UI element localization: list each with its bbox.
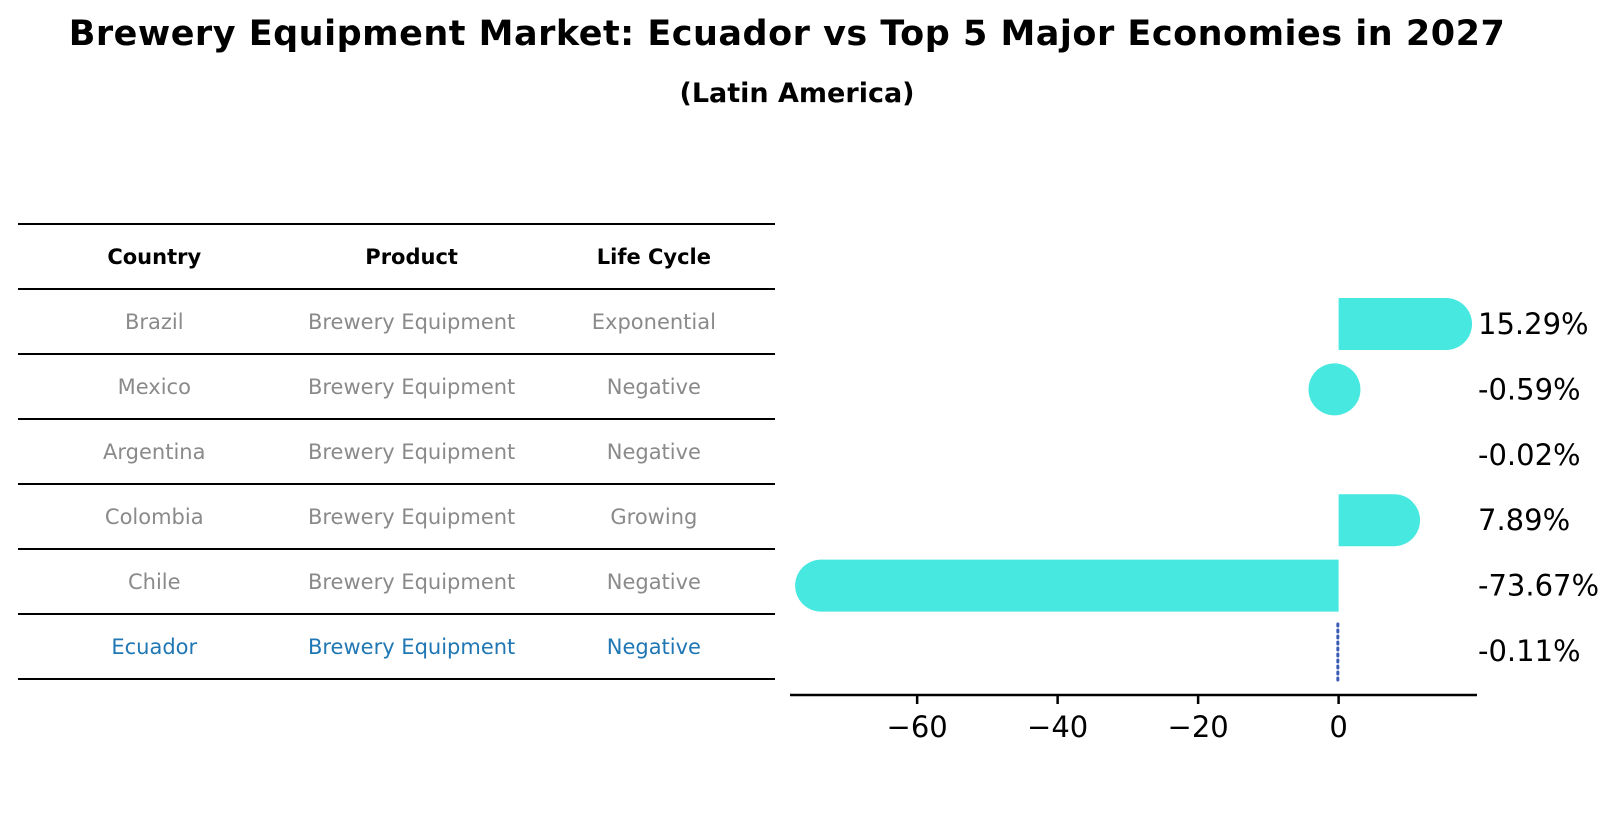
column-header-country: Country: [107, 244, 202, 269]
table-row-brazil: Brazil Brewery Equipment Exponential: [18, 288, 775, 353]
cell-country: Ecuador: [111, 634, 198, 659]
cell-product: Brewery Equipment: [307, 309, 516, 334]
cell-product: Brewery Equipment: [307, 634, 516, 659]
value-label-colombia: 7.89%: [1478, 503, 1570, 537]
column-header-product: Product: [365, 244, 458, 269]
bar-colombia: [1338, 494, 1421, 547]
cell-life-cycle: Negative: [606, 374, 701, 399]
cell-product: Brewery Equipment: [307, 439, 516, 464]
cell-country: Chile: [127, 569, 181, 594]
value-label-argentina: -0.02%: [1478, 438, 1581, 472]
cell-life-cycle: Negative: [606, 634, 701, 659]
chart-title: Brewery Equipment Market: Ecuador vs Top…: [68, 14, 1506, 54]
value-label-chile: -73.67%: [1478, 569, 1599, 603]
column-header-life-cycle: Life Cycle: [596, 244, 711, 269]
cell-life-cycle: Negative: [606, 569, 701, 594]
cell-life-cycle: Negative: [606, 439, 701, 464]
table-header-row: Country Product Life Cycle: [18, 223, 775, 288]
value-label-mexico: -0.59%: [1478, 372, 1581, 406]
bar-brazil: [1338, 298, 1473, 350]
cell-country: Brazil: [124, 309, 184, 334]
value-label-ecuador: -0.11%: [1478, 634, 1581, 668]
cell-country: Mexico: [117, 374, 191, 399]
cell-country: Argentina: [103, 439, 206, 464]
bar-dot-mexico: [1308, 363, 1361, 416]
cell-life-cycle: Growing: [610, 504, 698, 529]
x-axis-tick-label: −20: [1168, 710, 1229, 744]
cell-life-cycle: Exponential: [591, 309, 716, 334]
table-row-mexico: Mexico Brewery Equipment Negative: [18, 353, 775, 418]
cell-country: Colombia: [104, 504, 204, 529]
table-row-chile: Chile Brewery Equipment Negative: [18, 548, 775, 613]
cell-product: Brewery Equipment: [307, 504, 516, 529]
table-row-ecuador: Ecuador Brewery Equipment Negative: [18, 613, 775, 678]
cell-product: Brewery Equipment: [307, 374, 516, 399]
x-axis-tick-label: 0: [1329, 710, 1347, 744]
table-row-argentina: Argentina Brewery Equipment Negative: [18, 418, 775, 483]
bar-chile: [795, 559, 1339, 612]
chart-subtitle: (Latin America): [679, 78, 915, 109]
x-axis-tick-label: −40: [1027, 710, 1088, 744]
cell-product: Brewery Equipment: [307, 569, 516, 594]
x-axis-tick-label: −60: [887, 710, 948, 744]
country-table: Country Product Life Cycle Brazil Brewer…: [18, 223, 775, 680]
table-row-colombia: Colombia Brewery Equipment Growing: [18, 483, 775, 548]
value-label-brazil: 15.29%: [1478, 307, 1589, 341]
